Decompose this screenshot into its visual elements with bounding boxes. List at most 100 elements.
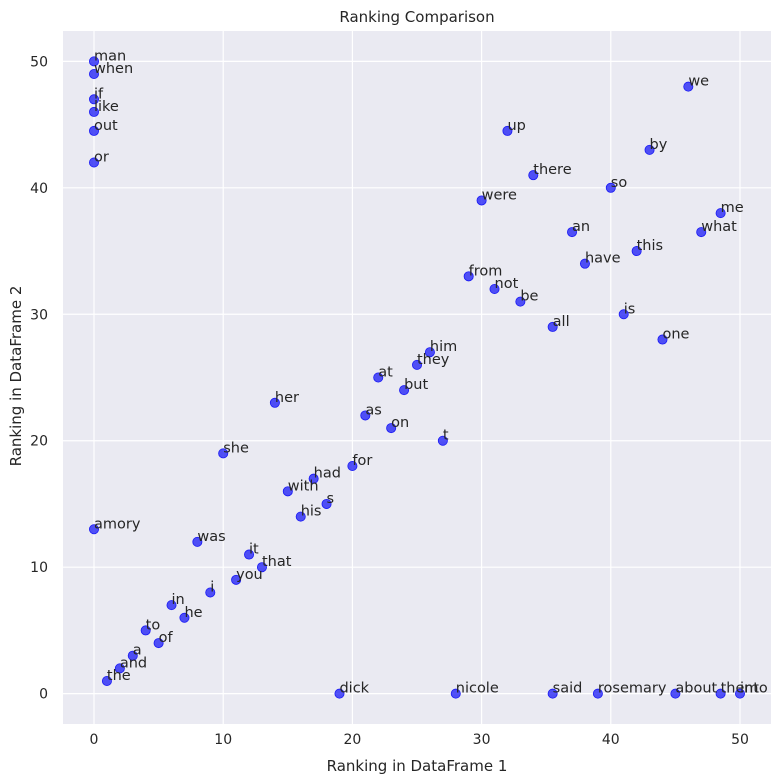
data-point xyxy=(89,157,100,168)
data-point-label: s xyxy=(327,491,335,507)
data-point-label: have xyxy=(585,251,621,267)
data-point-label: when xyxy=(94,61,133,77)
data-point xyxy=(89,125,100,136)
data-point-label: be xyxy=(520,289,538,305)
data-point xyxy=(618,309,629,320)
data-point-label: what xyxy=(701,219,737,235)
data-point xyxy=(567,227,578,238)
data-point-label: with xyxy=(288,478,319,494)
data-point-label: me xyxy=(721,200,744,216)
data-point-label: of xyxy=(159,630,174,646)
data-point xyxy=(347,461,358,472)
data-point xyxy=(360,410,371,421)
data-point-label: on xyxy=(391,415,409,431)
data-point-label: man xyxy=(94,48,126,64)
data-point-label: rosemary xyxy=(598,681,667,697)
data-point xyxy=(644,144,655,155)
data-point-label: nicole xyxy=(456,681,499,697)
data-point xyxy=(502,125,513,136)
x-tick-label: 20 xyxy=(343,732,361,748)
data-point xyxy=(89,56,100,67)
data-point xyxy=(605,182,616,193)
data-point xyxy=(334,688,345,699)
data-point-label: so xyxy=(611,175,628,191)
data-point xyxy=(373,372,384,383)
data-point xyxy=(657,334,668,345)
data-point-label: at xyxy=(378,365,393,381)
data-point-label: she xyxy=(223,440,249,456)
data-point-label: in xyxy=(172,592,185,608)
data-point xyxy=(579,258,590,269)
data-point xyxy=(515,296,526,307)
data-point-label: is xyxy=(624,301,636,317)
data-points xyxy=(89,56,745,699)
data-point xyxy=(437,435,448,446)
data-point-label: was xyxy=(197,529,225,545)
data-point-label: as xyxy=(365,402,381,418)
data-point-label: about xyxy=(675,681,717,697)
y-tick-label: 10 xyxy=(30,560,48,576)
data-point xyxy=(696,227,707,238)
data-point xyxy=(295,511,306,522)
data-point xyxy=(399,385,410,396)
data-point xyxy=(424,347,435,358)
chart-title: Ranking Comparison xyxy=(339,8,494,26)
data-point-label: from xyxy=(469,263,503,279)
y-axis-label: Ranking in DataFrame 2 xyxy=(7,286,25,467)
data-point-label: that xyxy=(262,554,292,570)
data-point-label: if xyxy=(94,86,104,102)
data-point xyxy=(192,536,203,547)
data-point-label: to xyxy=(146,617,161,633)
data-point-label: the xyxy=(107,668,131,684)
data-point xyxy=(101,676,112,687)
x-tick-label: 50 xyxy=(731,732,749,748)
data-point-label: by xyxy=(650,137,668,153)
data-point xyxy=(89,94,100,105)
x-tick-label: 40 xyxy=(602,732,620,748)
data-point-label: were xyxy=(482,187,517,203)
data-point xyxy=(386,423,397,434)
data-point-label: this xyxy=(637,238,663,254)
data-point-label: out xyxy=(94,118,118,134)
data-point xyxy=(218,448,229,459)
data-point xyxy=(244,549,255,560)
y-tick-labels: 0 10 20 30 40 50 xyxy=(30,54,48,702)
data-point-label: they xyxy=(417,352,450,368)
y-tick-label: 20 xyxy=(30,434,48,450)
data-point-label: there xyxy=(533,162,571,178)
data-point-label: or xyxy=(94,150,109,166)
data-point xyxy=(321,498,332,509)
data-point xyxy=(179,612,190,623)
data-point xyxy=(683,81,694,92)
data-point-label: all xyxy=(553,314,570,330)
data-point-label: not xyxy=(495,276,519,292)
data-point xyxy=(715,688,726,699)
data-point-label: but xyxy=(404,377,428,393)
data-point xyxy=(140,625,151,636)
data-point xyxy=(166,600,177,611)
data-point xyxy=(489,283,500,294)
data-point xyxy=(205,587,216,598)
data-point-label: he xyxy=(184,605,202,621)
data-point-label: him xyxy=(430,339,457,355)
data-point-label: for xyxy=(352,453,372,469)
data-point xyxy=(89,524,100,535)
x-tick-label: 10 xyxy=(214,732,232,748)
data-point-label: and xyxy=(120,655,147,671)
y-tick-label: 30 xyxy=(30,307,48,323)
data-point-label: a xyxy=(133,643,142,659)
data-point xyxy=(734,688,745,699)
x-axis-label: Ranking in DataFrame 1 xyxy=(327,757,508,775)
data-point xyxy=(269,397,280,408)
data-point xyxy=(547,321,558,332)
data-point-label: dick xyxy=(339,681,369,697)
data-point-label: you xyxy=(236,567,263,583)
data-point-label: it xyxy=(249,542,259,558)
data-point xyxy=(308,473,319,484)
data-point xyxy=(715,208,726,219)
data-point-label: into xyxy=(740,681,768,697)
y-tick-label: 0 xyxy=(39,687,48,703)
y-tick-label: 40 xyxy=(30,181,48,197)
